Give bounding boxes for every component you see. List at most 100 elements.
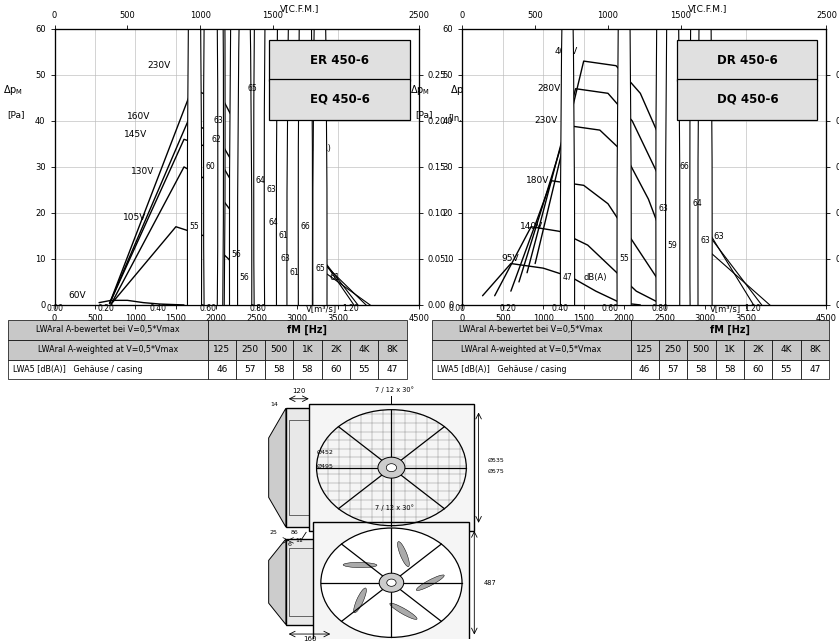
Bar <box>350 340 378 360</box>
Text: 62: 62 <box>211 135 221 144</box>
Text: 14: 14 <box>270 402 278 407</box>
Text: 145V: 145V <box>123 130 147 139</box>
Text: 0.00: 0.00 <box>47 304 64 313</box>
Text: 105V: 105V <box>122 213 146 222</box>
Text: V[m³/h]: V[m³/h] <box>753 324 788 333</box>
Text: 250: 250 <box>242 345 259 354</box>
Text: 61: 61 <box>289 268 299 277</box>
Text: 250: 250 <box>664 345 681 354</box>
Bar <box>378 360 407 379</box>
Text: 66: 66 <box>689 158 700 167</box>
Circle shape <box>690 0 704 609</box>
Circle shape <box>276 0 290 641</box>
Text: LWAral A-weighted at V=0,5*Vmax: LWAral A-weighted at V=0,5*Vmax <box>38 345 178 354</box>
Text: 280V: 280V <box>537 84 560 93</box>
Bar <box>264 340 293 360</box>
Text: 60: 60 <box>206 162 216 171</box>
Text: 46: 46 <box>216 365 227 374</box>
Circle shape <box>698 0 712 642</box>
Circle shape <box>237 0 252 642</box>
Bar <box>687 340 716 360</box>
Text: 63: 63 <box>658 204 668 213</box>
FancyBboxPatch shape <box>677 78 817 120</box>
Text: 1K: 1K <box>301 345 313 354</box>
Text: 58: 58 <box>696 365 707 374</box>
Text: 47: 47 <box>563 273 572 282</box>
Bar <box>293 340 321 360</box>
Text: 8K: 8K <box>809 345 821 354</box>
Text: Ø452: Ø452 <box>338 568 355 573</box>
Circle shape <box>560 0 575 642</box>
Circle shape <box>379 573 404 592</box>
Text: fM [Hz]: fM [Hz] <box>710 325 750 334</box>
Bar <box>286 539 333 625</box>
Bar <box>772 340 800 360</box>
Bar <box>432 360 631 379</box>
Text: 61: 61 <box>279 231 289 241</box>
Ellipse shape <box>416 575 444 591</box>
Text: 0.60: 0.60 <box>602 304 618 313</box>
Bar <box>631 360 659 379</box>
Bar <box>286 408 311 527</box>
Circle shape <box>678 0 692 572</box>
Bar <box>744 360 772 379</box>
Text: 95V: 95V <box>502 254 519 263</box>
Bar <box>631 320 829 340</box>
Polygon shape <box>268 539 286 625</box>
Text: 64: 64 <box>268 218 278 227</box>
Text: 2K: 2K <box>330 345 341 354</box>
Circle shape <box>386 464 397 472</box>
Text: 60: 60 <box>753 365 763 374</box>
Text: 60V: 60V <box>69 291 86 300</box>
Text: 500: 500 <box>693 345 710 354</box>
FancyBboxPatch shape <box>269 40 409 82</box>
Text: $\Delta$p$_{\rm M}$: $\Delta$p$_{\rm M}$ <box>3 83 23 97</box>
Bar <box>321 340 350 360</box>
Circle shape <box>378 457 405 478</box>
Bar <box>800 360 829 379</box>
Text: Ø495: Ø495 <box>316 464 333 469</box>
Text: 0.80: 0.80 <box>250 304 267 313</box>
Text: 63: 63 <box>213 116 223 125</box>
Ellipse shape <box>354 588 367 612</box>
Bar <box>350 360 378 379</box>
Circle shape <box>287 0 301 642</box>
Circle shape <box>211 0 225 526</box>
Text: V[m³/s]: V[m³/s] <box>306 304 337 313</box>
Text: [In.WG]: [In.WG] <box>448 113 480 122</box>
Text: 11: 11 <box>295 538 303 543</box>
Bar <box>432 340 631 360</box>
Text: V[C.F.M.]: V[C.F.M.] <box>688 4 727 13</box>
Text: 180V: 180V <box>526 176 550 186</box>
Bar <box>310 404 474 532</box>
Text: 25: 25 <box>270 530 278 535</box>
Bar <box>8 320 207 340</box>
Circle shape <box>204 0 218 572</box>
Text: 125: 125 <box>636 345 654 354</box>
Text: $\Delta$p$_{\rm M}$: $\Delta$p$_{\rm M}$ <box>451 83 471 97</box>
Ellipse shape <box>390 603 417 620</box>
Circle shape <box>617 0 631 642</box>
Ellipse shape <box>343 562 377 568</box>
Text: 58: 58 <box>273 365 284 374</box>
Text: 58: 58 <box>724 365 736 374</box>
Bar <box>744 340 772 360</box>
Bar <box>378 340 407 360</box>
Circle shape <box>387 579 396 586</box>
Bar <box>207 320 407 340</box>
Text: 58: 58 <box>301 365 313 374</box>
Circle shape <box>264 0 279 594</box>
Text: 230V: 230V <box>148 61 171 70</box>
Text: 46: 46 <box>639 365 650 374</box>
Text: 47: 47 <box>387 365 399 374</box>
Text: 1.20: 1.20 <box>342 304 359 313</box>
Text: [Pa]: [Pa] <box>415 110 433 119</box>
Text: 130V: 130V <box>131 167 154 176</box>
Text: 61: 61 <box>330 273 341 282</box>
Circle shape <box>209 0 223 544</box>
Text: 0.40: 0.40 <box>149 304 166 313</box>
FancyBboxPatch shape <box>677 40 817 82</box>
Ellipse shape <box>398 542 409 567</box>
Text: 64: 64 <box>692 199 702 208</box>
Text: 0.00: 0.00 <box>449 304 466 313</box>
